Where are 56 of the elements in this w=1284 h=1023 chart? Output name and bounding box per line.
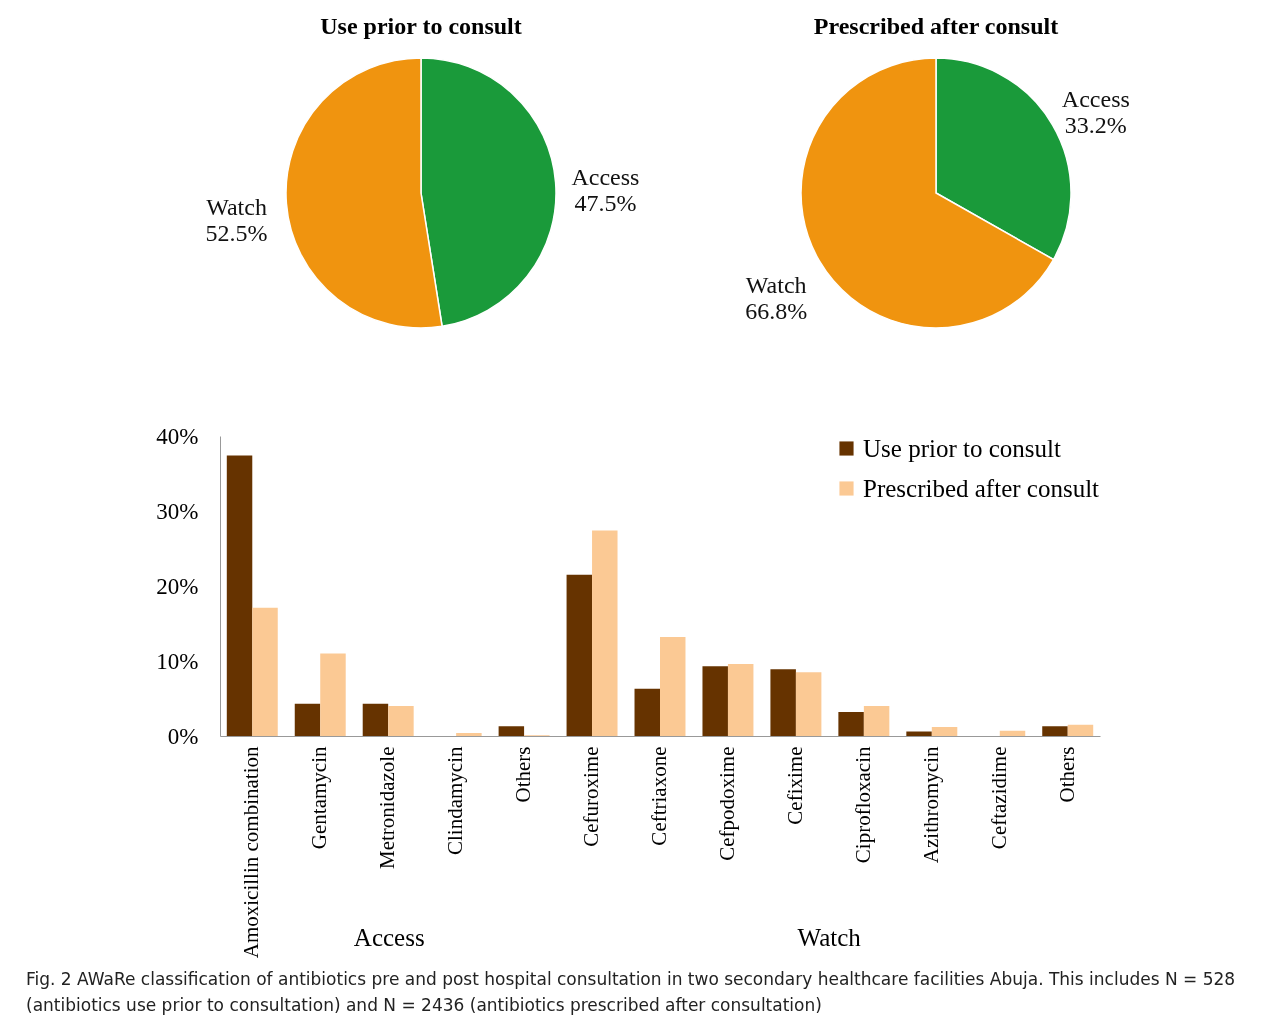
legend-label: Prescribed after consult <box>863 474 1100 502</box>
text: Watch <box>797 924 862 951</box>
bar <box>906 731 932 736</box>
bar <box>863 706 890 736</box>
bar <box>566 574 593 736</box>
bar <box>770 669 796 736</box>
slice-label: Access <box>1061 85 1130 112</box>
x-tick-label: Cefuroxime <box>579 746 604 847</box>
bar <box>660 637 686 736</box>
bar <box>226 455 253 736</box>
x-tick-label: Azithromycin <box>918 746 943 864</box>
x-tick-label: Others <box>511 746 536 803</box>
x-tick-label: Ciprofloxacin <box>850 746 875 864</box>
x-tick-label: Cefpodoxime <box>714 746 739 861</box>
chart-title: Use prior to consult <box>320 13 522 39</box>
text: Access <box>353 924 425 951</box>
bar <box>294 703 321 736</box>
x-tick-label: Cefixime <box>782 746 807 825</box>
bar <box>252 607 278 736</box>
bar <box>999 730 1026 736</box>
data-label: 47.5% <box>574 190 637 217</box>
data-label: 33.2% <box>1064 111 1127 138</box>
bar <box>931 727 958 736</box>
y-tick-label: 40% <box>156 423 199 449</box>
bar <box>838 712 864 736</box>
y-tick-label: 0% <box>167 723 199 749</box>
chart-title: Prescribed after consult <box>813 13 1059 39</box>
y-tick-label: 30% <box>156 498 199 524</box>
x-tick-label: Ceftazidime <box>986 746 1011 850</box>
slice-label: Watch <box>745 272 807 299</box>
bar <box>1067 724 1094 736</box>
bar <box>320 653 346 736</box>
slice-label: Access <box>571 164 640 191</box>
y-tick-label: 10% <box>156 648 199 674</box>
bar <box>456 733 482 736</box>
bar <box>795 672 822 736</box>
slice-label: Watch <box>206 193 267 220</box>
x-tick-label: Clindamycin <box>443 746 468 855</box>
bar <box>634 688 660 736</box>
y-tick-label: 20% <box>156 573 199 599</box>
caption: Fig. 2 AWaRe classification of antibiotics pre and post hospital consultation in two secondary healthcare facilities Abuja. This includes N = 528 (antibiotics use prior to consultation) and N = 2436 (antibiotics prescribed after consultation) <box>26 968 1237 1017</box>
data-label: 52.5% <box>205 219 268 246</box>
x-tick-label: Gentamycin <box>307 746 332 850</box>
bar <box>362 703 389 736</box>
x-tick-label: Metronidazole <box>375 746 400 869</box>
bar <box>592 530 618 736</box>
bar <box>1042 726 1068 736</box>
x-tick-label: Amoxicillin combination <box>239 746 264 959</box>
bar <box>498 726 525 736</box>
data-label: 66.8% <box>745 298 808 325</box>
x-tick-label: Ceftriaxone <box>647 746 671 846</box>
bar <box>727 664 754 736</box>
bar <box>702 666 728 736</box>
legend-label: Use prior to consult <box>863 434 1061 462</box>
bar <box>388 706 414 736</box>
x-tick-label: Others <box>1054 746 1079 803</box>
